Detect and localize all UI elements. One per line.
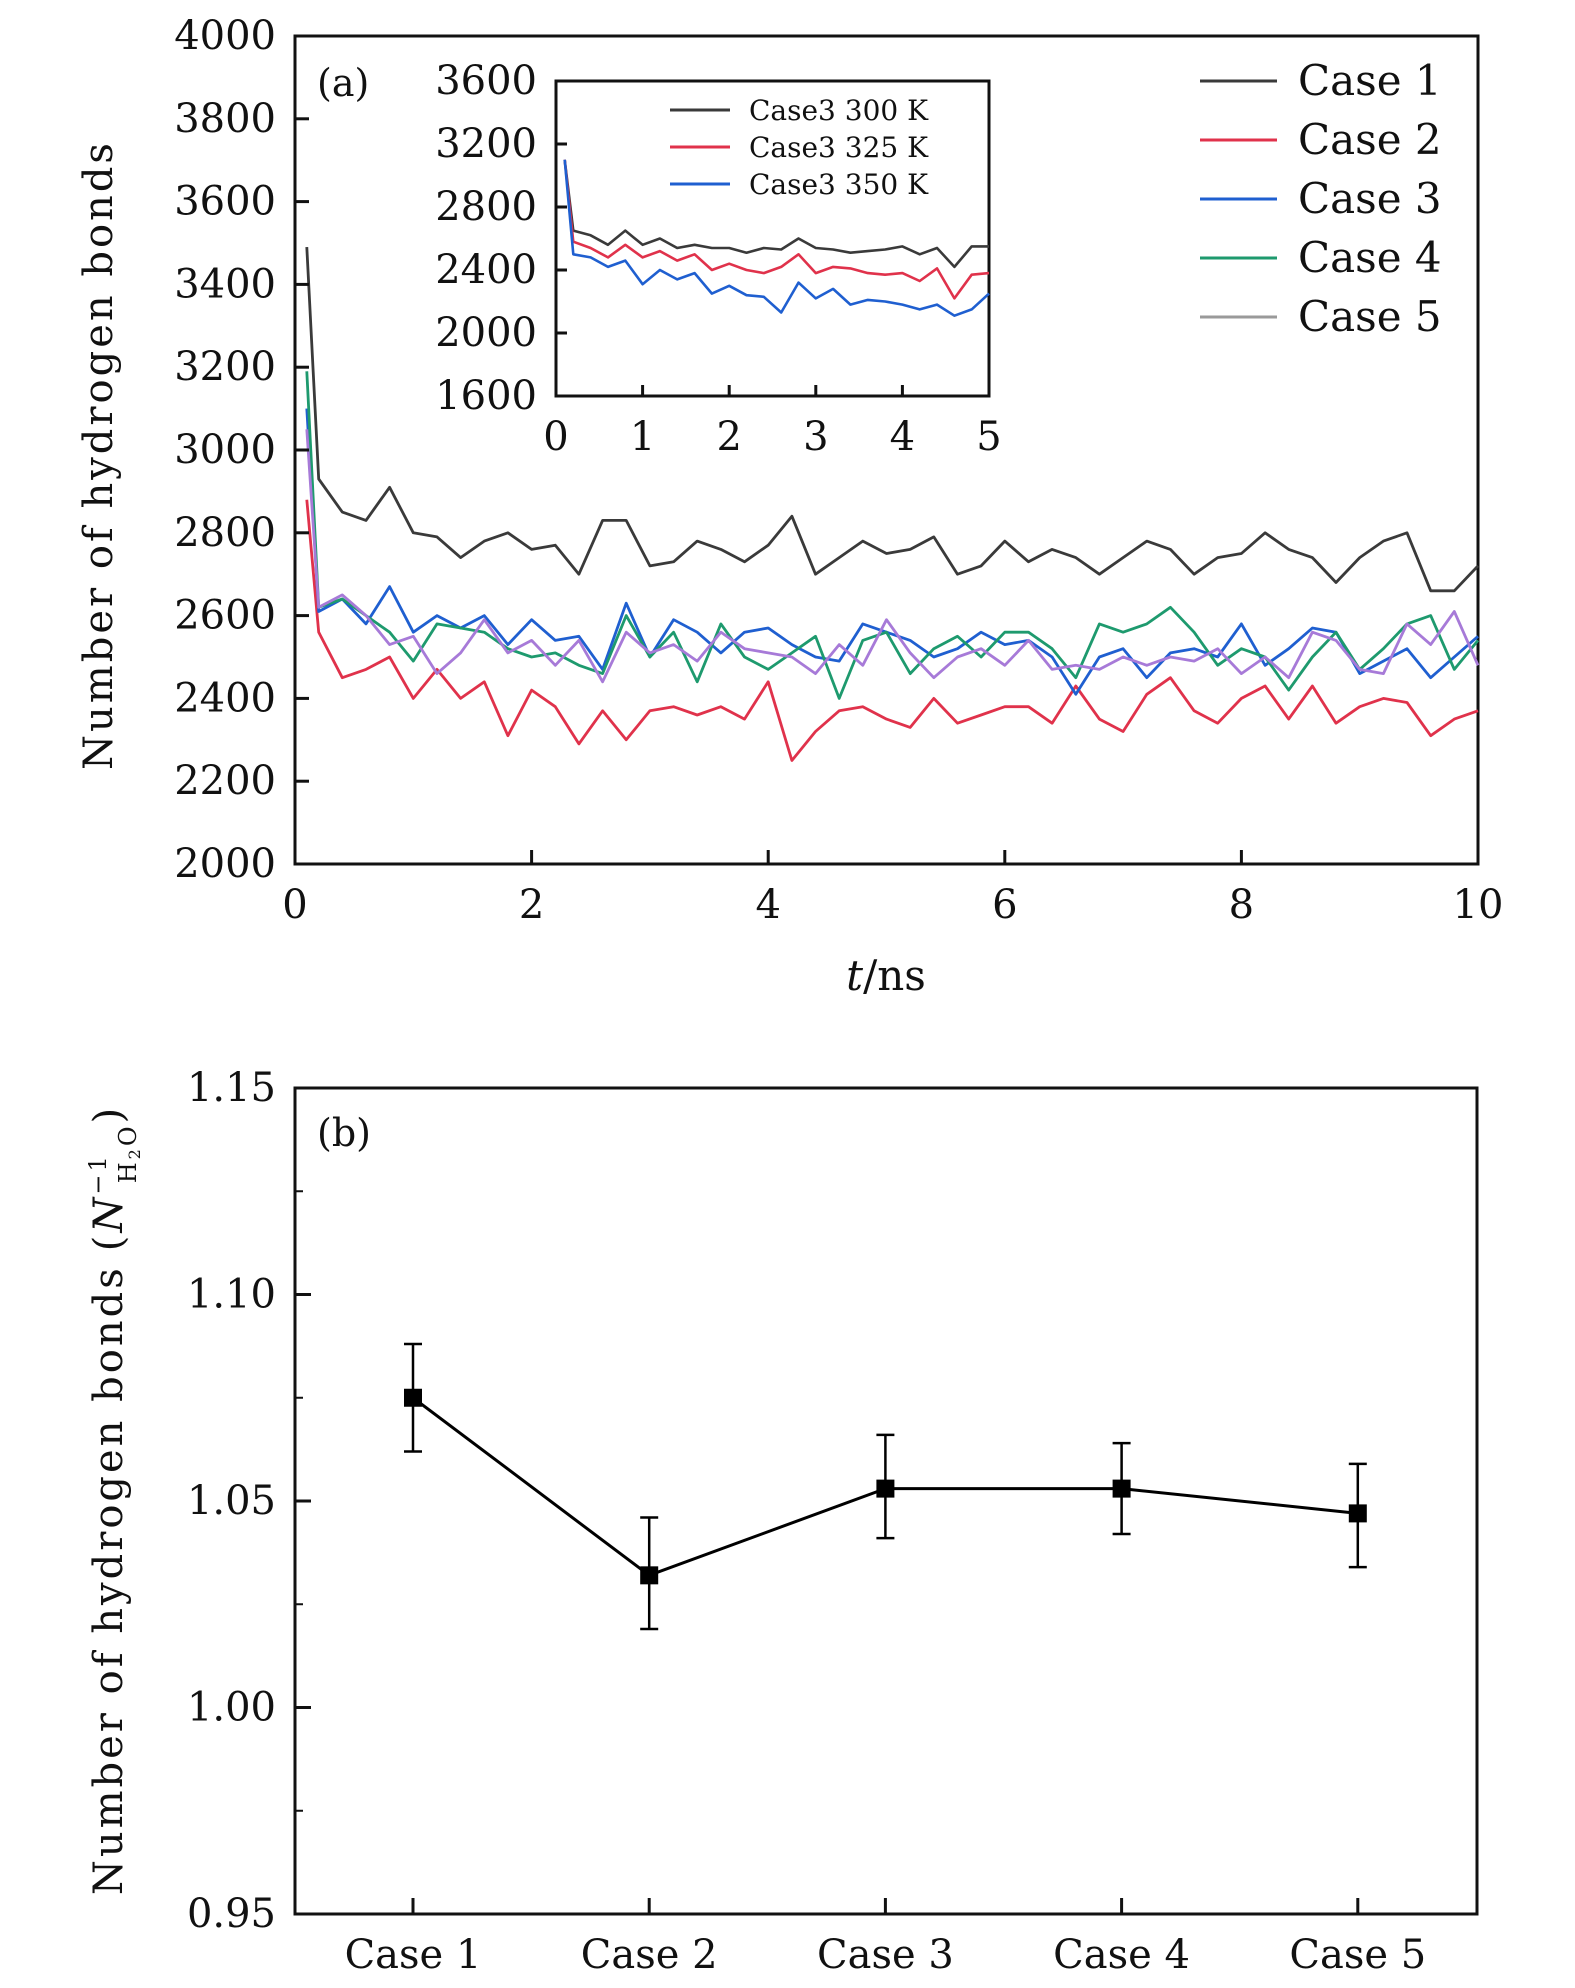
data-point-marker xyxy=(640,1566,659,1585)
inset-x-tick-label: 4 xyxy=(890,414,915,460)
legend-label-case-1: Case 1 xyxy=(1298,56,1442,105)
inset-series-line-1 xyxy=(563,159,989,269)
inset-legend-label-3: Case3 350 K xyxy=(749,168,929,201)
inset-legend: Case3 300 K Case3 325 K Case3 350 K xyxy=(670,94,929,201)
panel-b-series-group xyxy=(404,1342,1367,1631)
series-line-case-4 xyxy=(305,371,1480,700)
panel-b-label: (b) xyxy=(317,1111,371,1155)
series-line-case-5 xyxy=(305,429,1480,684)
inset-x-tick-label: 0 xyxy=(543,414,568,460)
data-point-marker xyxy=(1348,1504,1367,1523)
inset-x-tick-label: 1 xyxy=(630,414,655,460)
y-label-text: Number of hydrogen bonds xyxy=(86,1265,132,1895)
inset-series-line-2 xyxy=(563,159,990,300)
inset-x-tick-label: 2 xyxy=(716,414,741,460)
x-tick-label: 2 xyxy=(519,882,544,928)
panel-b-errorbar-chart: Case 1 Case 2 Case 3 Case 4 Case 5 0.95 1.00 1.… xyxy=(84,1065,1479,1978)
legend-label-case-3: Case 3 xyxy=(1298,174,1442,223)
inset-x-tick-label: 3 xyxy=(803,414,828,460)
legend-label-case-4: Case 4 xyxy=(1298,233,1442,282)
y-tick-label: 2800 xyxy=(174,510,276,556)
panel-a-axes: 0 2 4 6 8 10200022002400260028003000320034003… xyxy=(174,13,1503,928)
panel-a-line-chart: 0 2 4 6 8 10200022002400260028003000320034003… xyxy=(76,13,1503,1000)
y-tick-label: 3600 xyxy=(174,179,276,225)
y-tick-label: 2600 xyxy=(174,593,276,639)
y-tick-label: 1.10 xyxy=(187,1272,276,1318)
y-tick-label: 1.15 xyxy=(187,1065,276,1111)
panel-a-series-group xyxy=(305,247,1480,762)
inset-x-tick-label: 5 xyxy=(976,414,1001,460)
panel-a-label: (a) xyxy=(317,61,369,105)
y-label-unit-sub3: O xyxy=(114,1123,142,1146)
x-tick-label: 0 xyxy=(282,882,307,928)
y-tick-label: 4000 xyxy=(174,13,276,59)
x-tick-label: Case 4 xyxy=(1053,1932,1190,1978)
inset-y-tick-label: 2800 xyxy=(435,184,537,230)
inset-chart: 0 1 2 3 4 5 1600 2000 2400 2800 3200 3600 Case3 300… xyxy=(435,58,1002,460)
x-tick-label: Case 3 xyxy=(817,1932,954,1978)
data-point-marker xyxy=(1112,1479,1131,1498)
legend-label-case-2: Case 2 xyxy=(1298,115,1442,164)
data-point-marker xyxy=(876,1479,895,1498)
y-tick-label: 3400 xyxy=(174,261,276,307)
inset-y-tick-label: 2000 xyxy=(435,310,537,356)
inset-legend-label-2: Case3 325 K xyxy=(749,131,929,164)
y-tick-label: 3000 xyxy=(174,427,276,473)
y-tick-label: 3800 xyxy=(174,96,276,142)
inset-series-line-3 xyxy=(563,159,990,318)
inset-frame xyxy=(554,79,991,398)
inset-axes: 0 1 2 3 4 5 1600 2000 2400 2800 3200 3600 xyxy=(435,58,1002,460)
panel-a-x-axis-label: t/ns xyxy=(846,951,926,1000)
inset-y-tick-label: 3200 xyxy=(435,121,537,167)
x-tick-label: Case 2 xyxy=(581,1932,718,1978)
y-tick-label: 2000 xyxy=(174,841,276,887)
inset-series-group xyxy=(563,159,990,318)
x-label-variable: t xyxy=(846,951,863,1000)
y-tick-label: 2400 xyxy=(174,675,276,721)
x-tick-label: Case 5 xyxy=(1289,1932,1426,1978)
x-tick-label: 6 xyxy=(992,882,1017,928)
y-tick-label: 1.05 xyxy=(187,1478,276,1524)
inset-y-tick-label: 3600 xyxy=(435,58,537,104)
y-tick-label: 2200 xyxy=(174,758,276,804)
panel-b-axes: Case 1 Case 2 Case 3 Case 4 Case 5 0.95 1.00 1.… xyxy=(187,1065,1426,1978)
data-point-marker xyxy=(404,1388,422,1407)
y-label-unit-sub: H xyxy=(114,1159,142,1183)
panel-a-y-axis-label: Number of hydrogen bonds xyxy=(76,140,122,770)
y-tick-label: 1.00 xyxy=(187,1685,276,1731)
x-tick-label: 4 xyxy=(755,882,780,928)
y-tick-label: 0.95 xyxy=(187,1891,276,1937)
x-tick-label: Case 1 xyxy=(345,1932,482,1978)
y-label-unit-sub2: 2 xyxy=(125,1146,144,1159)
panel-b-y-axis-label: Number of hydrogen bonds(N−1H2O) xyxy=(84,1105,144,1895)
inset-y-tick-label: 2400 xyxy=(435,247,537,293)
y-label-unit-sup: −1 xyxy=(84,1153,112,1194)
panel-a-legend: Case 1 Case 2 Case 3 Case 4 Case 5 xyxy=(1200,56,1442,341)
legend-label-case-5: Case 5 xyxy=(1298,292,1442,341)
y-tick-label: 3200 xyxy=(174,344,276,390)
series-line-case-2 xyxy=(305,499,1479,762)
inset-legend-label-1: Case3 300 K xyxy=(749,94,929,127)
series-line-case-1 xyxy=(305,247,1480,593)
inset-y-tick-label: 1600 xyxy=(435,373,537,419)
x-tick-label: 10 xyxy=(1453,882,1504,928)
x-label-unit: /ns xyxy=(863,951,926,1000)
y-label-unit-base: N xyxy=(86,1195,132,1234)
x-tick-label: 8 xyxy=(1229,882,1254,928)
